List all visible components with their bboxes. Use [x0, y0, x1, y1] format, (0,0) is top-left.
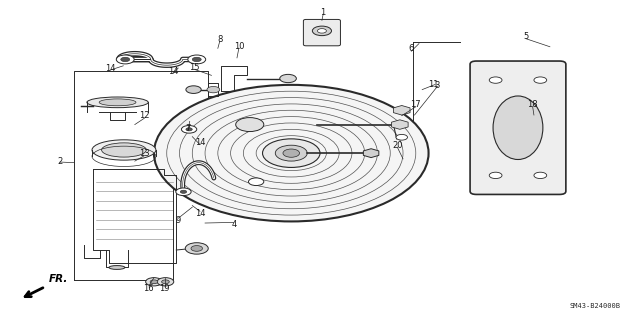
Text: 4: 4	[231, 220, 236, 229]
Circle shape	[162, 280, 170, 284]
Ellipse shape	[102, 143, 147, 157]
Circle shape	[150, 280, 158, 284]
FancyBboxPatch shape	[303, 19, 340, 46]
Circle shape	[317, 29, 326, 33]
Text: 6: 6	[408, 44, 414, 54]
Circle shape	[280, 74, 296, 83]
Circle shape	[489, 172, 502, 179]
Text: 18: 18	[527, 100, 538, 109]
Ellipse shape	[109, 266, 125, 269]
Text: 20: 20	[392, 141, 403, 150]
Circle shape	[192, 57, 201, 62]
Text: 9: 9	[175, 216, 181, 225]
Circle shape	[275, 145, 307, 161]
Circle shape	[489, 77, 502, 83]
Text: 16: 16	[143, 284, 154, 293]
Circle shape	[191, 246, 202, 251]
Text: 14: 14	[195, 138, 205, 147]
Circle shape	[181, 125, 196, 133]
Text: 3: 3	[434, 81, 440, 90]
Circle shape	[534, 172, 547, 179]
Text: 7: 7	[185, 124, 191, 133]
Circle shape	[186, 86, 201, 93]
Text: 13: 13	[139, 149, 150, 158]
Circle shape	[186, 128, 192, 131]
Text: 17: 17	[410, 100, 421, 109]
Circle shape	[396, 134, 408, 140]
Circle shape	[180, 190, 187, 193]
Circle shape	[248, 178, 264, 186]
Text: 11: 11	[428, 80, 439, 89]
Circle shape	[283, 149, 300, 157]
Circle shape	[154, 85, 429, 221]
Text: FR.: FR.	[49, 274, 68, 284]
Ellipse shape	[92, 140, 156, 160]
Circle shape	[262, 139, 320, 167]
Ellipse shape	[99, 99, 136, 106]
Text: 14: 14	[106, 63, 116, 72]
Text: 12: 12	[139, 111, 150, 121]
Ellipse shape	[87, 97, 148, 108]
Text: SM43-B24000B: SM43-B24000B	[569, 303, 620, 309]
Text: 10: 10	[234, 41, 244, 51]
Circle shape	[236, 118, 264, 131]
Text: 1: 1	[321, 8, 326, 17]
Circle shape	[176, 188, 191, 196]
Circle shape	[146, 278, 163, 286]
Text: 15: 15	[189, 63, 200, 72]
Circle shape	[157, 278, 173, 286]
Text: 14: 14	[195, 209, 205, 218]
Circle shape	[207, 86, 220, 93]
Circle shape	[116, 55, 134, 64]
Text: 14: 14	[168, 67, 179, 76]
Text: 2: 2	[58, 157, 63, 166]
Text: 19: 19	[159, 284, 170, 293]
Circle shape	[312, 26, 332, 36]
Circle shape	[534, 77, 547, 83]
Ellipse shape	[493, 96, 543, 160]
FancyBboxPatch shape	[470, 61, 566, 195]
Text: 5: 5	[524, 32, 529, 41]
Circle shape	[185, 243, 208, 254]
Circle shape	[121, 57, 130, 62]
Text: 8: 8	[217, 35, 223, 44]
Circle shape	[188, 55, 205, 64]
